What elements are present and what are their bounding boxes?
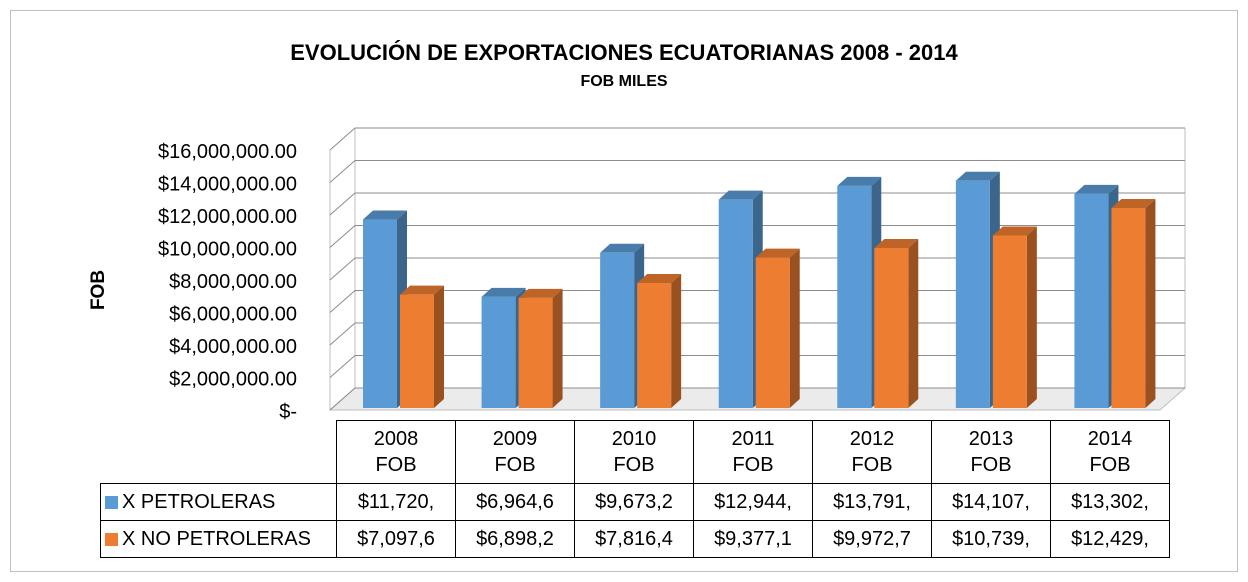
x-tick-label: 2013 FOB — [931, 420, 1051, 484]
bar-top — [400, 285, 444, 295]
grid-line — [329, 192, 1185, 216]
bar-top — [755, 248, 800, 258]
bar-top — [518, 288, 563, 298]
bar-side — [671, 273, 682, 408]
y-tick-label: $- — [279, 401, 297, 423]
bar — [518, 297, 553, 408]
legend-label: X PETROLERAS — [122, 490, 276, 513]
bar-top — [874, 238, 919, 248]
value-label: $9,972,7 — [812, 520, 932, 558]
y-tick-label: $4,000,000.00 — [169, 336, 297, 358]
bar-side — [908, 238, 919, 408]
legend-label: X NO PETROLERAS — [122, 527, 311, 550]
x-tick-label: 2011 FOB — [693, 420, 813, 484]
bar — [600, 252, 635, 408]
data-table: 2008 FOB 2009 FOB 2010 FOB 2011 FOB 2012 FOB… — [100, 420, 1170, 558]
chart-subtitle: FOB MILES — [580, 73, 667, 90]
bar-side — [1145, 199, 1156, 408]
x-tick-label: 2008 FOB — [336, 420, 456, 484]
bar-top — [637, 273, 682, 283]
y-tick-label: $6,000,000.00 — [169, 304, 297, 326]
bar-top — [1111, 199, 1156, 209]
y-tick-label: $16,000,000.00 — [158, 141, 297, 163]
table-row: 2008 FOB 2009 FOB 2010 FOB 2011 FOB 2012 FOB… — [100, 420, 1170, 484]
value-label: $13,791, — [812, 483, 932, 521]
bar-top — [837, 176, 882, 186]
bar-side — [1026, 226, 1037, 408]
bar — [1111, 208, 1146, 408]
y-tick-label: $14,000,000.00 — [158, 174, 297, 196]
legend-swatch — [105, 532, 118, 546]
x-tick-label: 2014 FOB — [1050, 420, 1170, 484]
x-tick-label: 2009 FOB — [455, 420, 575, 484]
table-row: X NO PETROLERAS $7,097,6 $6,898,2 $7,816,4 $… — [100, 520, 1170, 558]
value-label: $7,816,4 — [574, 520, 694, 558]
table-row: X PETROLERAS $11,720, $6,964,6 $9,673,2 $12,… — [100, 483, 1170, 521]
bar — [637, 282, 672, 408]
value-label: $9,673,2 — [574, 483, 694, 521]
bar — [1074, 193, 1109, 408]
value-label: $7,097,6 — [336, 520, 456, 558]
value-label: $14,107, — [931, 483, 1051, 521]
bar — [874, 247, 909, 408]
bar — [363, 219, 397, 408]
bar-top — [955, 171, 1000, 181]
bar — [400, 294, 434, 408]
value-label: $6,898,2 — [455, 520, 575, 558]
bar-top — [718, 190, 763, 200]
bar-top — [600, 243, 645, 253]
legend-entry: X PETROLERAS — [100, 483, 337, 521]
grid-line — [329, 225, 1185, 248]
y-tick-label: $10,000,000.00 — [158, 239, 297, 261]
bar-top — [1074, 184, 1119, 194]
bar — [992, 235, 1027, 408]
bar-side — [789, 248, 800, 408]
grid-line — [329, 127, 1185, 151]
bar-top — [481, 287, 526, 297]
legend-swatch — [105, 495, 118, 509]
chart-title: EVOLUCIÓN DE EXPORTACIONES ECUATORIANAS … — [290, 40, 958, 65]
x-tick-label: 2010 FOB — [574, 420, 694, 484]
x-tick-label: 2012 FOB — [812, 420, 932, 484]
bar-side — [434, 285, 444, 408]
grid-line — [329, 160, 1185, 183]
value-label: $12,944, — [693, 483, 813, 521]
bar-top — [992, 226, 1037, 236]
value-label: $6,964,6 — [455, 483, 575, 521]
table-corner — [100, 420, 337, 484]
value-label: $9,377,1 — [693, 520, 813, 558]
bar — [718, 199, 753, 408]
y-tick-label: $2,000,000.00 — [169, 369, 297, 391]
value-label: $11,720, — [336, 483, 456, 521]
bar — [755, 257, 790, 408]
bar — [481, 296, 516, 408]
value-label: $12,429, — [1050, 520, 1170, 558]
y-tick-label: $12,000,000.00 — [158, 206, 297, 228]
bar-side — [552, 288, 563, 408]
bar — [955, 180, 990, 408]
y-axis-label: FOB — [88, 270, 109, 310]
bar-top — [363, 210, 407, 220]
value-label: $10,739, — [931, 520, 1051, 558]
y-tick-label: $8,000,000.00 — [169, 271, 297, 293]
bar — [837, 185, 872, 408]
value-label: $13,302, — [1050, 483, 1170, 521]
legend-entry: X NO PETROLERAS — [100, 520, 337, 558]
